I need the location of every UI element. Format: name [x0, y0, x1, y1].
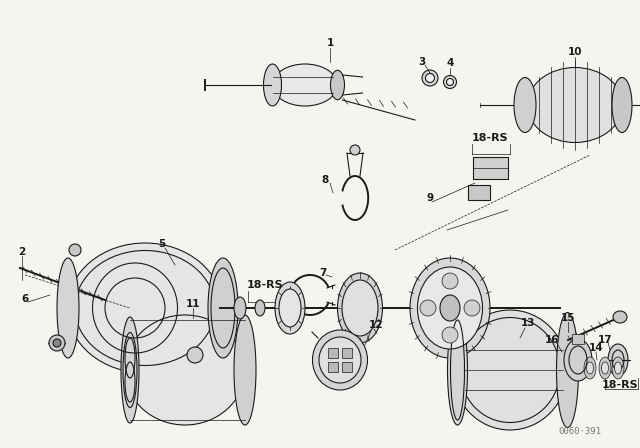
Circle shape — [69, 244, 81, 256]
Text: 2: 2 — [19, 247, 26, 257]
Ellipse shape — [564, 339, 592, 381]
Circle shape — [420, 300, 436, 316]
Text: 5: 5 — [158, 239, 166, 249]
Bar — [473, 157, 508, 179]
Text: 9: 9 — [426, 193, 433, 203]
Bar — [342, 348, 352, 358]
Ellipse shape — [514, 78, 536, 133]
Ellipse shape — [608, 344, 628, 376]
Ellipse shape — [312, 330, 367, 390]
Bar — [328, 348, 338, 358]
Ellipse shape — [584, 357, 596, 379]
Ellipse shape — [614, 362, 621, 374]
Circle shape — [53, 339, 61, 347]
Ellipse shape — [234, 297, 246, 319]
Text: 13: 13 — [521, 318, 535, 328]
Ellipse shape — [264, 64, 282, 106]
Text: 12: 12 — [369, 320, 383, 330]
Ellipse shape — [417, 267, 483, 349]
Bar — [328, 362, 338, 372]
Ellipse shape — [319, 337, 361, 383]
Ellipse shape — [452, 310, 568, 430]
Ellipse shape — [557, 313, 579, 427]
Ellipse shape — [444, 76, 456, 89]
Text: 11: 11 — [186, 299, 200, 309]
Text: 1: 1 — [326, 38, 333, 48]
Circle shape — [350, 145, 360, 155]
Bar — [468, 185, 490, 200]
Text: 4: 4 — [446, 58, 454, 68]
Text: 14: 14 — [589, 343, 604, 353]
Ellipse shape — [208, 258, 238, 358]
Ellipse shape — [447, 315, 467, 425]
Ellipse shape — [57, 258, 79, 358]
Text: 18-RS: 18-RS — [246, 280, 284, 290]
Circle shape — [49, 335, 65, 351]
Text: 18-RS: 18-RS — [472, 133, 508, 143]
Ellipse shape — [586, 362, 593, 374]
Bar — [342, 362, 352, 372]
Text: 16: 16 — [545, 335, 559, 345]
Ellipse shape — [330, 70, 344, 100]
Circle shape — [187, 347, 203, 363]
Circle shape — [464, 300, 480, 316]
Ellipse shape — [273, 64, 337, 106]
Text: 0060·391: 0060·391 — [559, 427, 602, 436]
Text: 7: 7 — [319, 268, 326, 278]
Text: 18-RS: 18-RS — [602, 380, 638, 390]
Ellipse shape — [422, 70, 438, 86]
Ellipse shape — [612, 357, 624, 379]
Ellipse shape — [599, 357, 611, 379]
Ellipse shape — [255, 300, 265, 316]
Circle shape — [442, 273, 458, 289]
Text: 15: 15 — [561, 313, 575, 323]
Ellipse shape — [234, 315, 256, 425]
Ellipse shape — [527, 68, 623, 142]
Ellipse shape — [426, 73, 435, 82]
Ellipse shape — [613, 311, 627, 323]
Ellipse shape — [275, 282, 305, 334]
Ellipse shape — [447, 78, 454, 86]
Ellipse shape — [602, 362, 609, 374]
Ellipse shape — [121, 317, 139, 423]
Text: 8: 8 — [321, 175, 328, 185]
Ellipse shape — [410, 258, 490, 358]
Text: 3: 3 — [419, 57, 426, 67]
Ellipse shape — [125, 315, 245, 425]
Ellipse shape — [67, 243, 223, 373]
Ellipse shape — [337, 273, 383, 343]
Text: 17: 17 — [598, 335, 612, 345]
Text: 6: 6 — [21, 294, 29, 304]
Bar — [572, 334, 584, 344]
Ellipse shape — [279, 289, 301, 327]
Ellipse shape — [612, 78, 632, 133]
Ellipse shape — [342, 280, 378, 336]
Text: 10: 10 — [568, 47, 582, 57]
Circle shape — [442, 327, 458, 343]
Ellipse shape — [440, 295, 460, 321]
